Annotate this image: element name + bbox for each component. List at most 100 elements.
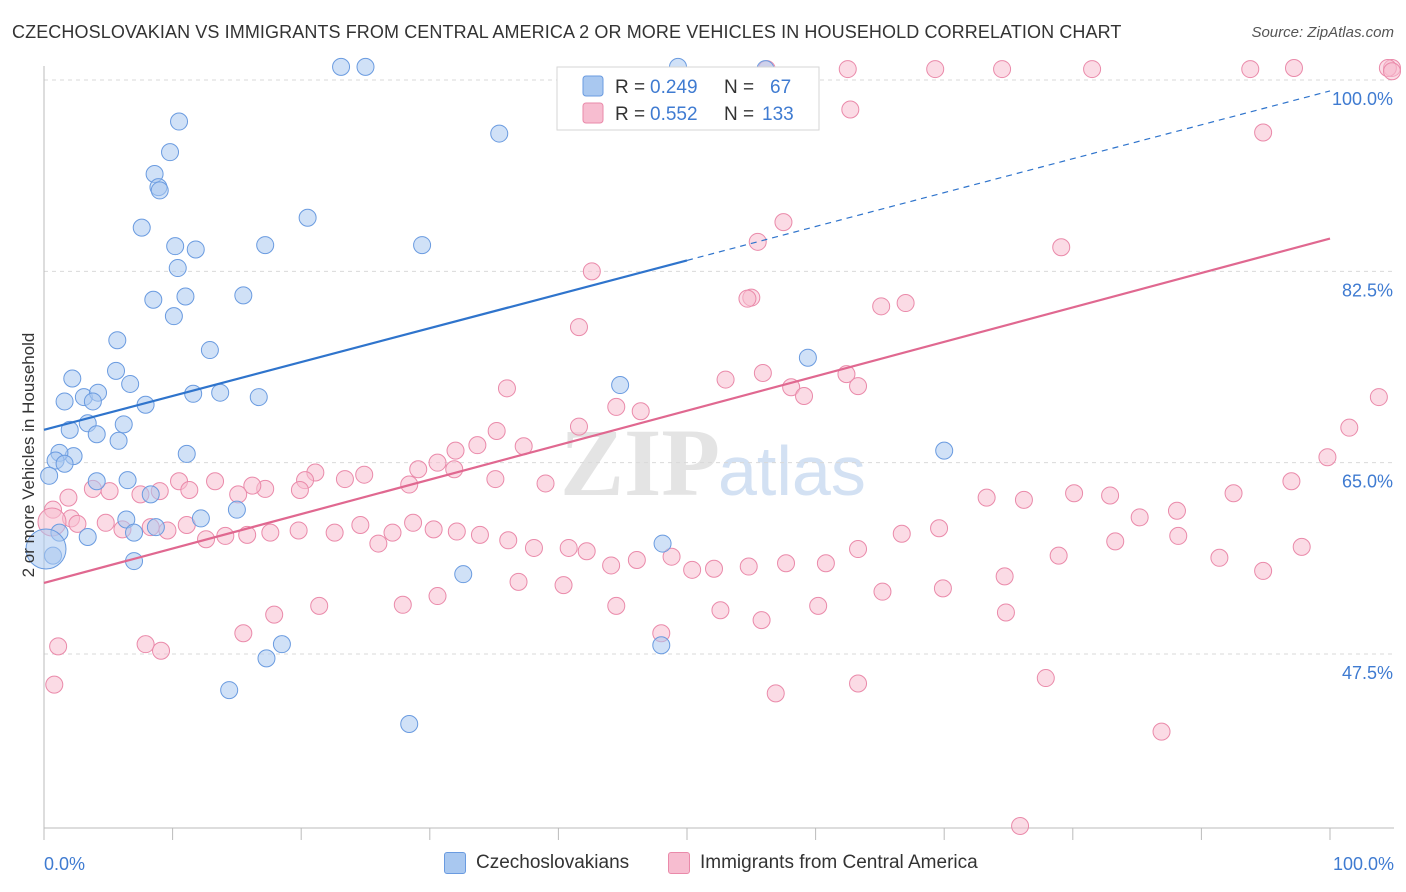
data-point — [166, 237, 185, 256]
data-point — [49, 637, 68, 656]
data-point — [607, 596, 626, 615]
data-point — [428, 587, 447, 606]
data-point — [935, 441, 954, 460]
data-point — [1292, 537, 1311, 556]
data-point — [186, 240, 205, 259]
data-point — [711, 601, 730, 620]
data-point — [55, 454, 74, 473]
watermark-atlas: atlas — [718, 432, 866, 510]
data-point — [413, 236, 432, 255]
series-czechoslovakians — [25, 57, 954, 733]
data-point — [602, 556, 621, 575]
y-tick-label: 47.5% — [1342, 663, 1393, 683]
data-point — [332, 57, 351, 76]
data-point — [1049, 546, 1068, 565]
data-point — [393, 595, 412, 614]
data-point — [930, 519, 949, 538]
data-point — [873, 582, 892, 601]
data-point — [168, 259, 187, 278]
legend-swatch-immigrants — [668, 852, 690, 874]
data-point — [45, 675, 64, 694]
data-point — [996, 603, 1015, 622]
data-point — [177, 444, 196, 463]
axes — [43, 66, 1394, 840]
source-label: Source: ZipAtlas.com — [1251, 24, 1394, 41]
data-point — [107, 361, 126, 380]
data-point — [705, 559, 724, 578]
data-point — [652, 636, 671, 655]
data-point — [1284, 58, 1303, 77]
data-point — [1254, 123, 1273, 142]
data-point — [290, 481, 309, 499]
watermark: ZIP atlas — [560, 409, 866, 516]
data-point — [150, 181, 169, 200]
y-tick-label: 100.0% — [1332, 89, 1393, 109]
trend-line-czechoslovakians-extension — [686, 90, 1331, 261]
legend-n-label-pink: N = — [724, 104, 754, 125]
data-point — [1011, 817, 1030, 835]
data-point — [1130, 508, 1149, 527]
data-point — [121, 374, 140, 393]
data-point — [1052, 238, 1071, 257]
data-point — [611, 376, 630, 395]
data-point — [447, 522, 466, 541]
data-point — [265, 605, 284, 624]
data-point — [896, 294, 915, 313]
data-point — [653, 534, 672, 553]
data-point — [536, 474, 555, 493]
data-point — [170, 112, 189, 131]
data-point — [136, 635, 155, 654]
data-point — [96, 513, 115, 532]
x-tick-label-left: 0.0% — [44, 854, 85, 874]
data-point — [607, 397, 626, 416]
data-point — [125, 523, 144, 542]
data-point — [234, 286, 253, 305]
data-point — [1210, 548, 1229, 567]
legend-r-value-pink: 0.552 — [650, 104, 698, 125]
data-point — [1036, 669, 1055, 688]
data-point — [108, 331, 127, 350]
data-point — [993, 60, 1012, 79]
data-point — [144, 290, 163, 309]
data-point — [486, 470, 505, 489]
data-point — [753, 364, 772, 383]
data-point — [424, 520, 443, 539]
data-point — [838, 60, 857, 79]
data-point — [446, 441, 465, 460]
data-point — [176, 287, 195, 306]
data-point — [1101, 486, 1120, 505]
chart-title: CZECHOSLOVAKIAN VS IMMIGRANTS FROM CENTR… — [12, 22, 1122, 42]
legend-bottom: Czechoslovakians Immigrants from Central… — [0, 852, 1406, 878]
series-immigrants-central-america — [37, 58, 1401, 835]
data-point — [152, 641, 171, 660]
data-point — [132, 218, 151, 237]
trend-line-immigrants — [43, 237, 1331, 584]
data-point — [774, 213, 793, 232]
data-point — [470, 525, 489, 544]
data-point — [1340, 418, 1359, 437]
data-point — [243, 476, 262, 495]
data-point — [191, 509, 210, 528]
data-point — [257, 649, 276, 668]
data-point — [78, 528, 97, 547]
data-point — [738, 289, 757, 308]
data-point — [849, 674, 868, 693]
legend-swatch-blue — [582, 75, 604, 97]
data-point — [206, 472, 225, 491]
data-point — [816, 554, 835, 573]
data-point — [582, 262, 601, 281]
data-point — [59, 488, 78, 507]
data-point — [55, 392, 74, 411]
data-point — [524, 538, 543, 557]
y-axis-label: 2 or more Vehicles in Household — [19, 333, 38, 578]
data-point — [795, 386, 814, 405]
data-point — [577, 542, 596, 561]
legend-item-czechoslovakians: Czechoslovakians — [444, 852, 629, 874]
data-point — [109, 431, 128, 450]
data-point — [497, 379, 516, 398]
data-point — [1106, 532, 1125, 551]
data-point — [272, 635, 291, 654]
data-point — [335, 470, 354, 489]
legend-label-czechoslovakians: Czechoslovakians — [476, 852, 630, 873]
data-point — [798, 348, 817, 367]
